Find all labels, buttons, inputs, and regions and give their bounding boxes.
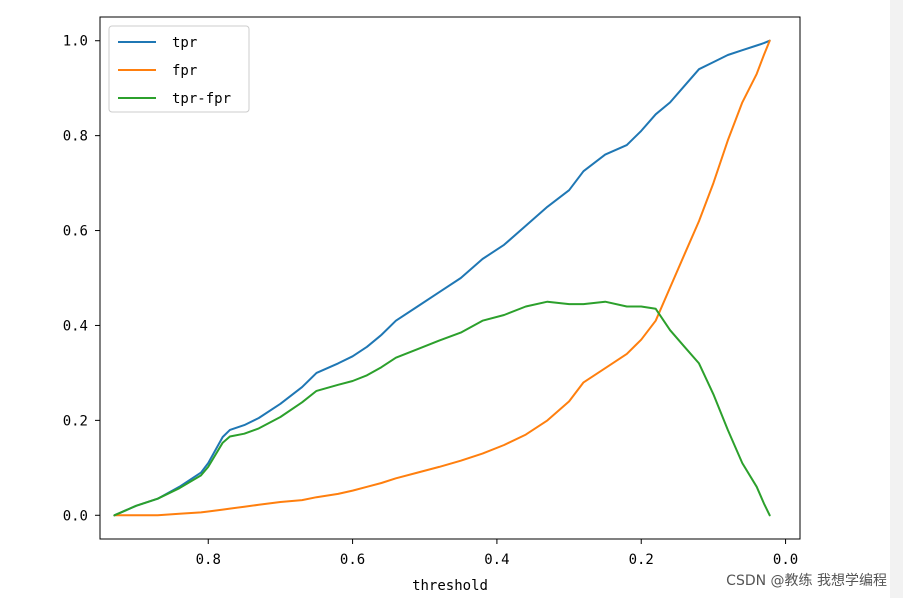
- y-axis-ticks: 0.0 0.2 0.4 0.6 0.8 1.0: [63, 34, 100, 524]
- legend-label-tpr: tpr: [172, 35, 197, 51]
- series-line-tpr-fpr: [113, 300, 771, 517]
- y-tick-label: 1.0: [63, 34, 88, 50]
- y-tick-label: 0.2: [63, 413, 88, 429]
- x-tick-label: 0.2: [629, 552, 654, 568]
- x-axis-ticks: 0.8 0.6 0.4 0.2 0.0: [196, 539, 798, 568]
- legend-label-tpr-fpr: tpr-fpr: [172, 91, 231, 107]
- csdn-watermark: CSDN @教练 我想学编程: [726, 573, 887, 589]
- y-tick-label: 0.4: [63, 318, 88, 334]
- x-axis-label: threshold: [412, 578, 488, 594]
- x-tick-label: 0.6: [340, 552, 365, 568]
- right-edge-strip: [890, 0, 903, 598]
- x-tick-label: 0.0: [773, 552, 798, 568]
- x-tick-label: 0.4: [484, 552, 509, 568]
- y-tick-label: 0.0: [63, 508, 88, 524]
- series-lines: [113, 39, 771, 517]
- plot-frame: [99, 16, 801, 540]
- series-line-fpr: [113, 39, 771, 517]
- x-tick-label: 0.8: [196, 552, 221, 568]
- series-line-tpr: [113, 39, 771, 517]
- legend-box: [108, 25, 250, 113]
- legend: tpr fpr tpr-fpr: [108, 25, 250, 113]
- legend-label-fpr: fpr: [172, 63, 197, 79]
- y-tick-label: 0.6: [63, 224, 88, 240]
- y-tick-label: 0.8: [63, 129, 88, 145]
